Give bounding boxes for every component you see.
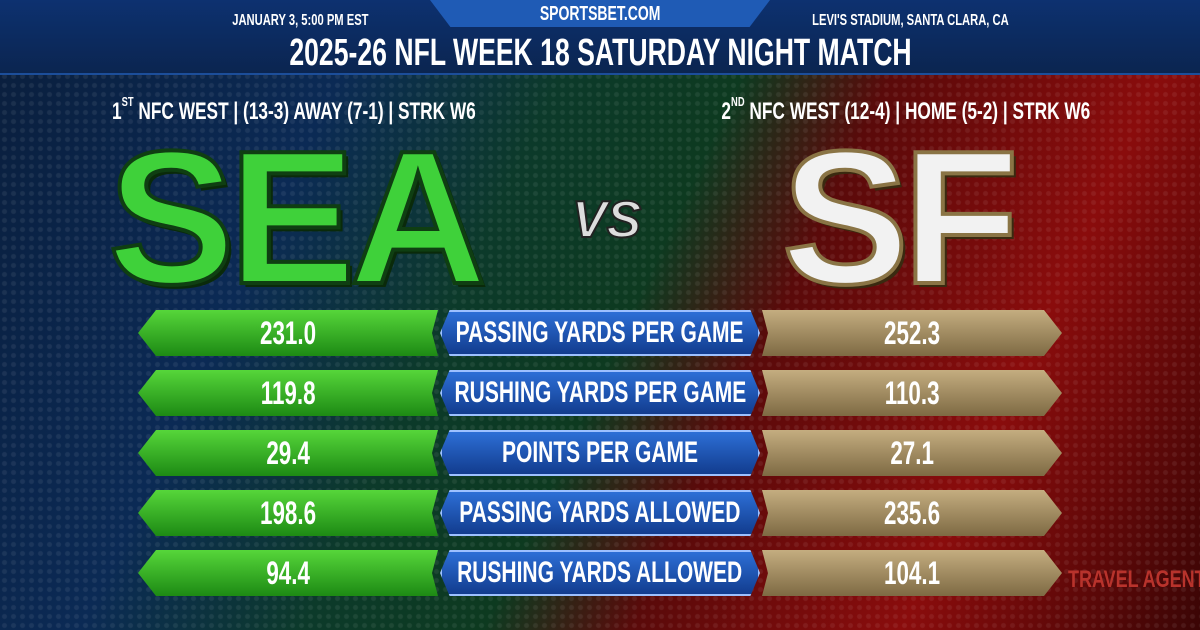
match-title: 2025-26 NFL WEEK 18 SATURDAY NIGHT MATCH	[288, 32, 912, 74]
away-stat: 29.4	[266, 435, 310, 471]
home-stat: 252.3	[883, 315, 941, 351]
vs-label: VS	[571, 190, 642, 250]
site-tab	[430, 0, 770, 27]
home-record: 2ND NFC WEST (12-4) | HOME (5-2) | STRK …	[721, 94, 1090, 125]
home-team-abbr: SF	[780, 112, 1021, 324]
game-date: JANUARY 3, 5:00 PM EST	[231, 12, 369, 29]
stat-label: POINTS PER GAME	[501, 436, 699, 469]
stat-label: RUSHING YARDS ALLOWED	[457, 556, 743, 589]
home-stat: 27.1	[890, 435, 934, 471]
stat-row: 198.6 PASSING YARDS ALLOWED 235.6	[138, 490, 1062, 536]
stat-row: 231.0 PASSING YARDS PER GAME 252.3	[138, 310, 1062, 356]
home-stat: 104.1	[883, 555, 941, 591]
away-stat: 119.8	[260, 375, 316, 411]
away-record: 1ST NFC WEST | (13-3) AWAY (7-1) | STRK …	[112, 94, 476, 125]
stat-label: RUSHING YARDS PER GAME	[454, 376, 746, 409]
away-stat: 94.4	[266, 555, 310, 591]
watermark: TRAVEL AGENT	[1068, 566, 1200, 593]
away-stat: 198.6	[259, 495, 317, 531]
stat-row: 94.4 RUSHING YARDS ALLOWED 104.1	[138, 550, 1062, 596]
away-team-abbr: SEA	[106, 112, 489, 324]
stat-row: 119.8 RUSHING YARDS PER GAME 110.3	[138, 370, 1062, 416]
site-name[interactable]: SPORTSBET.COM	[539, 3, 661, 25]
venue: LEVI'S STADIUM, SANTA CLARA, CA	[811, 12, 1009, 29]
home-stat: 235.6	[883, 495, 941, 531]
away-stat: 231.0	[259, 315, 317, 351]
stat-label: PASSING YARDS PER GAME	[456, 316, 744, 349]
stat-row: 29.4 POINTS PER GAME 27.1	[138, 430, 1062, 476]
stat-label: PASSING YARDS ALLOWED	[459, 496, 741, 529]
home-stat: 110.3	[884, 375, 940, 411]
